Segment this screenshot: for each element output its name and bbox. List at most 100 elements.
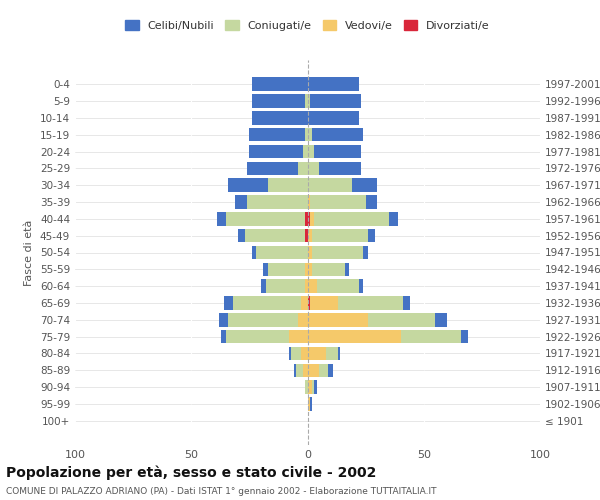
Bar: [226, 330, 289, 344]
Bar: [368, 313, 436, 326]
Bar: [289, 330, 308, 344]
Bar: [338, 346, 340, 360]
Bar: [305, 262, 308, 276]
Bar: [312, 246, 363, 259]
Bar: [352, 178, 377, 192]
Bar: [219, 313, 229, 326]
Legend: Celibi/Nubili, Coniugati/e, Vedovi/e, Divorziati/e: Celibi/Nubili, Coniugati/e, Vedovi/e, Di…: [121, 16, 494, 35]
Bar: [250, 145, 303, 158]
Bar: [461, 330, 468, 344]
Bar: [252, 78, 308, 91]
Bar: [308, 380, 312, 394]
Bar: [303, 145, 308, 158]
Bar: [263, 262, 268, 276]
Bar: [314, 212, 389, 226]
Bar: [233, 296, 301, 310]
Text: COMUNE DI PALAZZO ADRIANO (PA) - Dati ISTAT 1° gennaio 2002 - Elaborazione TUTTA: COMUNE DI PALAZZO ADRIANO (PA) - Dati IS…: [6, 488, 437, 496]
Bar: [289, 346, 291, 360]
Bar: [312, 128, 363, 141]
Bar: [268, 178, 308, 192]
Bar: [314, 145, 361, 158]
Bar: [308, 212, 310, 226]
Bar: [317, 280, 359, 293]
Bar: [298, 313, 308, 326]
Bar: [310, 196, 365, 209]
Bar: [312, 229, 368, 242]
Bar: [308, 178, 352, 192]
Bar: [261, 280, 266, 293]
Bar: [436, 313, 447, 326]
Bar: [359, 280, 363, 293]
Bar: [308, 111, 359, 124]
Bar: [338, 296, 403, 310]
Bar: [365, 196, 377, 209]
Bar: [245, 229, 305, 242]
Bar: [308, 145, 314, 158]
Bar: [247, 196, 308, 209]
Bar: [344, 262, 349, 276]
Bar: [308, 229, 312, 242]
Bar: [305, 128, 308, 141]
Bar: [229, 178, 268, 192]
Text: Popolazione per età, sesso e stato civile - 2002: Popolazione per età, sesso e stato civil…: [6, 465, 376, 479]
Bar: [310, 296, 338, 310]
Bar: [308, 94, 310, 108]
Bar: [310, 397, 312, 410]
Bar: [308, 246, 312, 259]
Bar: [224, 296, 233, 310]
Bar: [301, 296, 308, 310]
Bar: [364, 246, 368, 259]
Bar: [326, 346, 338, 360]
Bar: [229, 313, 298, 326]
Bar: [305, 94, 308, 108]
Y-axis label: Fasce di età: Fasce di età: [25, 220, 34, 286]
Bar: [305, 280, 308, 293]
Bar: [328, 364, 333, 377]
Bar: [319, 364, 328, 377]
Bar: [401, 330, 461, 344]
Bar: [308, 313, 368, 326]
Bar: [308, 262, 312, 276]
Bar: [389, 212, 398, 226]
Bar: [310, 212, 314, 226]
Bar: [314, 380, 317, 394]
Bar: [266, 280, 305, 293]
Bar: [235, 196, 247, 209]
Bar: [247, 162, 298, 175]
Bar: [305, 380, 308, 394]
Bar: [217, 212, 226, 226]
Bar: [291, 346, 301, 360]
Bar: [252, 246, 256, 259]
Bar: [252, 111, 308, 124]
Bar: [305, 212, 308, 226]
Bar: [305, 229, 308, 242]
Bar: [293, 364, 296, 377]
Bar: [238, 229, 245, 242]
Bar: [308, 280, 317, 293]
Bar: [312, 262, 344, 276]
Bar: [308, 364, 319, 377]
Bar: [296, 364, 303, 377]
Bar: [308, 296, 310, 310]
Bar: [308, 162, 319, 175]
Bar: [308, 128, 312, 141]
Bar: [221, 330, 226, 344]
Bar: [298, 162, 308, 175]
Bar: [403, 296, 410, 310]
Bar: [250, 128, 305, 141]
Bar: [252, 94, 305, 108]
Bar: [226, 212, 305, 226]
Bar: [308, 78, 359, 91]
Bar: [308, 346, 326, 360]
Bar: [319, 162, 361, 175]
Bar: [368, 229, 375, 242]
Bar: [256, 246, 308, 259]
Bar: [310, 94, 361, 108]
Bar: [308, 196, 310, 209]
Bar: [301, 346, 308, 360]
Bar: [308, 330, 401, 344]
Bar: [268, 262, 305, 276]
Bar: [308, 397, 310, 410]
Bar: [312, 380, 314, 394]
Bar: [303, 364, 308, 377]
